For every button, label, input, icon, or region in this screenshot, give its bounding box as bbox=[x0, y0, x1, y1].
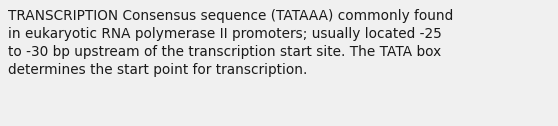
Text: TRANSCRIPTION Consensus sequence (TATAAA) commonly found
in eukaryotic RNA polym: TRANSCRIPTION Consensus sequence (TATAAA… bbox=[8, 9, 453, 77]
